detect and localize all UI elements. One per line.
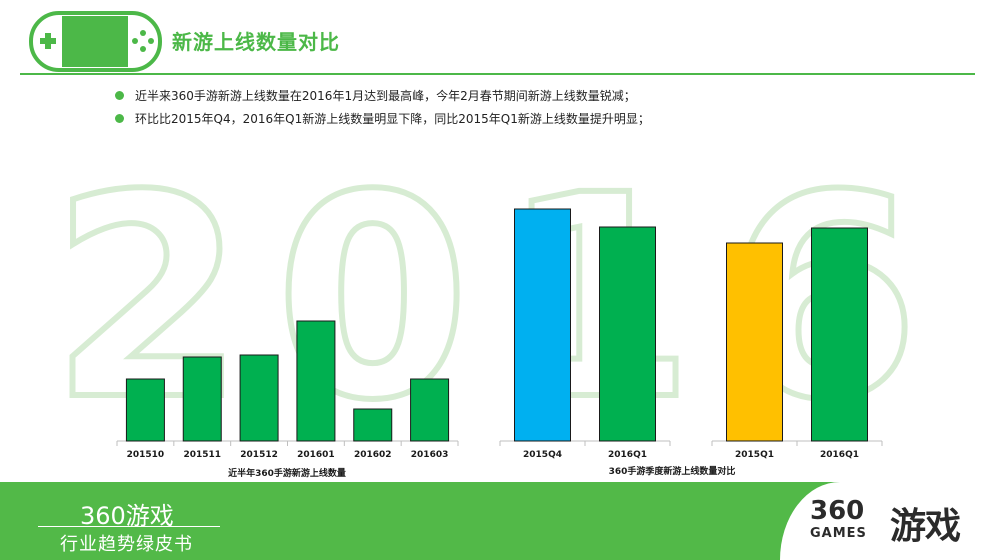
- x-tick-label: 201512: [240, 450, 278, 460]
- x-tick-label: 201510: [127, 450, 165, 460]
- gamepad-logo-icon: [29, 11, 162, 72]
- x-tick-label: 2015Q4: [523, 450, 562, 460]
- header-divider: [20, 73, 975, 75]
- chart-title: 360手游季度新游上线数量对比: [609, 465, 736, 477]
- brand-logo-cn: 游戏: [890, 506, 961, 547]
- bar-201511: [182, 356, 222, 442]
- footer-divider: [38, 526, 220, 527]
- x-tick-label: 2016Q1: [608, 450, 647, 460]
- bar-2015Q4: [514, 208, 571, 442]
- x-tick-label: 201603: [411, 450, 449, 460]
- x-tick-label: 201601: [297, 450, 335, 460]
- footer-subtitle: 行业趋势绿皮书: [60, 534, 193, 555]
- footer-title: 360游戏: [80, 502, 174, 530]
- x-tick-label: 201511: [183, 450, 221, 460]
- x-tick-label: 201602: [354, 450, 392, 460]
- bar-2016Q1: [811, 227, 868, 442]
- bar-201603: [410, 378, 450, 442]
- x-tick-label: 2016Q1: [820, 450, 859, 460]
- chart-title: 近半年360手游新游上线数量: [228, 467, 346, 479]
- bar-201602: [353, 408, 393, 442]
- bullet-text: 环比比2015年Q4，2016年Q1新游上线数量明显下降，同比2015年Q1新游…: [135, 112, 650, 126]
- footer-logo-area: [780, 482, 1000, 560]
- bullet-dot-icon: [115, 114, 124, 123]
- bar-201601: [296, 320, 336, 442]
- page-title: 新游上线数量对比: [172, 30, 340, 54]
- bar-2015Q1: [726, 242, 783, 442]
- bullet-item: 近半来360手游新游上线数量在2016年1月达到最高峰，今年2月春节期间新游上线…: [115, 87, 636, 104]
- bullet-text: 近半来360手游新游上线数量在2016年1月达到最高峰，今年2月春节期间新游上线…: [135, 89, 636, 103]
- bullet-item: 环比比2015年Q4，2016年Q1新游上线数量明显下降，同比2015年Q1新游…: [115, 110, 650, 127]
- bar-201510: [125, 378, 165, 442]
- x-tick-label: 2015Q1: [735, 450, 774, 460]
- brand-logo-en: GAMES: [810, 526, 867, 541]
- bar-2016Q1: [599, 226, 656, 442]
- brand-logo-number: 360: [810, 496, 865, 526]
- chart-area: 2016 201510 201511 201512 201601 201602 20160…: [47, 133, 922, 479]
- bar-201512: [239, 354, 279, 442]
- bullet-dot-icon: [115, 91, 124, 100]
